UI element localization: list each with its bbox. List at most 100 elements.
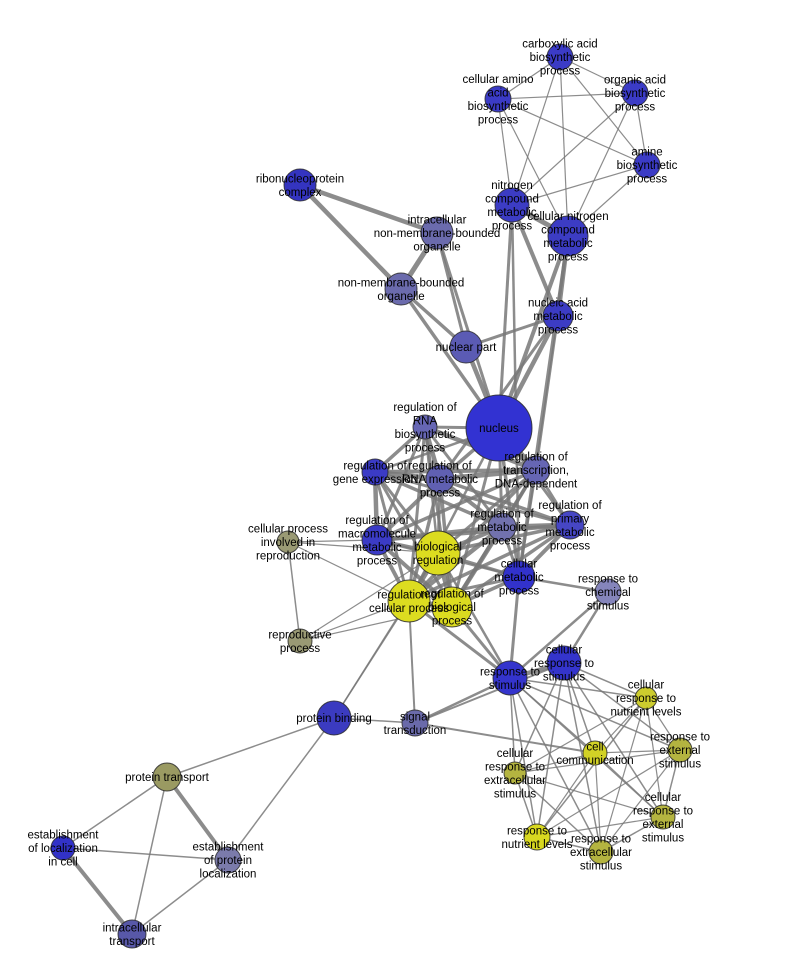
edge-regGeneExp-regPriMet[interactable]: [374, 470, 571, 527]
edge-ncMet-nucleus[interactable]: [497, 204, 514, 429]
edge-regPriMet-regCellProc[interactable]: [408, 523, 571, 603]
edge-cellComm-sigTrans[interactable]: [414, 722, 596, 754]
node-respNutr[interactable]: [523, 823, 551, 851]
node-cellMet[interactable]: [502, 560, 536, 594]
edge-regRnaMet-regPriMet[interactable]: [439, 477, 571, 527]
edge-ncMet-cellMet[interactable]: [510, 204, 521, 578]
node-cncMet[interactable]: [547, 215, 589, 257]
edge-bioReg-cellProcRepro[interactable]: [287, 541, 439, 554]
edge-naMet-regTxn[interactable]: [534, 315, 560, 471]
node-estProtLoc[interactable]: [214, 846, 242, 874]
edge-caBio-cncMet[interactable]: [559, 56, 569, 237]
edge-oaBio-cncMet[interactable]: [567, 92, 636, 237]
edge-regBioProc-reproProc[interactable]: [299, 606, 453, 642]
node-regPriMet[interactable]: [555, 510, 585, 540]
node-respChem[interactable]: [594, 578, 622, 606]
edge-protTrans-estProtLoc[interactable]: [165, 775, 230, 862]
edge-cellRespStim-respExtra[interactable]: [563, 662, 602, 853]
node-regMet[interactable]: [487, 512, 517, 542]
edge-cellRespExt-respNutr[interactable]: [536, 816, 664, 838]
node-respExt[interactable]: [667, 737, 693, 763]
edge-cellRespNutr-cellRespExt[interactable]: [645, 697, 664, 818]
node-naMet[interactable]: [542, 300, 574, 332]
edge-respChem-respStim[interactable]: [509, 591, 609, 679]
node-estLocCell[interactable]: [50, 835, 76, 861]
edge-bioReg-respStim[interactable]: [436, 552, 512, 679]
edge-regTxn-regCellProc[interactable]: [407, 468, 538, 603]
edge-respStim-cellRespNutr[interactable]: [509, 677, 647, 699]
node-bioReg[interactable]: [415, 530, 461, 576]
edge-cellRespNutr-respExtra[interactable]: [600, 697, 647, 853]
edge-inmbOrg-nucleus[interactable]: [435, 232, 501, 429]
node-caBio[interactable]: [546, 43, 574, 71]
edge-cellRespExtra-cellRespExt[interactable]: [514, 772, 664, 818]
edge-regTxn-regMacroMet[interactable]: [376, 468, 537, 542]
edge-cellProcRepro-reproProc[interactable]: [287, 541, 301, 642]
edge-cellComm-respExt[interactable]: [594, 749, 681, 754]
node-nuclearPart[interactable]: [449, 330, 483, 364]
node-regMacroMet[interactable]: [361, 524, 393, 556]
edge-cellRespExtra-cellComm[interactable]: [514, 752, 596, 774]
edge-respStim-sigTrans[interactable]: [414, 676, 511, 725]
node-cellComm[interactable]: [582, 740, 608, 766]
edge-caBio-ncMet[interactable]: [511, 56, 561, 206]
edge-estProtLoc-intraTrans[interactable]: [131, 859, 229, 935]
node-caaBio[interactable]: [484, 85, 512, 113]
edge-cellComm-respExtra[interactable]: [594, 752, 602, 853]
edge-caaBio-oaBio[interactable]: [497, 92, 636, 100]
node-nucleus[interactable]: [465, 394, 533, 462]
edge-rnpComplex-nmbOrg[interactable]: [298, 183, 403, 291]
node-cellRespExt[interactable]: [650, 804, 676, 830]
edge-cellRespStim-respExt[interactable]: [563, 662, 681, 751]
node-reproProc[interactable]: [287, 628, 313, 654]
edge-cellComm-respNutr[interactable]: [536, 752, 596, 838]
edge-cellComm-cellRespExt[interactable]: [594, 752, 664, 818]
node-cellProcRepro[interactable]: [276, 530, 300, 554]
edge-regCellProc-cellProcRepro[interactable]: [287, 541, 410, 602]
edge-regGeneExp-regMet[interactable]: [374, 470, 503, 529]
edge-bioReg-reproProc[interactable]: [299, 552, 439, 642]
edge-oaBio-ncMet[interactable]: [511, 92, 636, 206]
edge-respStim-respNutr[interactable]: [509, 677, 538, 838]
edge-respStim-respExt[interactable]: [509, 677, 681, 751]
node-amBio[interactable]: [633, 151, 661, 179]
node-regCellProc[interactable]: [387, 579, 431, 623]
edge-caaBio-amBio[interactable]: [497, 98, 648, 166]
edge-protBind-estProtLoc[interactable]: [227, 717, 335, 861]
edge-caBio-amBio[interactable]: [559, 56, 648, 166]
edge-cellRespNutr-respNutr[interactable]: [536, 697, 647, 838]
edge-ncMet-naMet[interactable]: [510, 204, 560, 317]
edge-caaBio-cncMet[interactable]: [497, 98, 569, 237]
node-intraTrans[interactable]: [117, 919, 147, 949]
node-ncMet[interactable]: [494, 187, 530, 223]
node-oaBio[interactable]: [621, 79, 649, 107]
node-regBioProc[interactable]: [431, 586, 473, 628]
node-regGeneExp[interactable]: [361, 458, 389, 486]
edge-protTrans-estLocCell[interactable]: [62, 776, 168, 849]
node-regRnaBio[interactable]: [412, 414, 438, 440]
node-regRnaMet[interactable]: [425, 464, 455, 494]
edge-respStim-respExtra[interactable]: [509, 677, 602, 853]
edge-cellRespStim-respNutr[interactable]: [536, 662, 565, 838]
edge-cellRespNutr-cellRespExtra[interactable]: [514, 697, 647, 774]
node-cellRespExtra[interactable]: [503, 761, 527, 785]
edge-caBio-oaBio[interactable]: [559, 56, 636, 94]
node-respExtra[interactable]: [588, 839, 614, 865]
edge-respExt-respExtra[interactable]: [600, 749, 681, 853]
edge-regCellProc-protBind[interactable]: [333, 600, 410, 719]
edge-respExt-respNutr[interactable]: [536, 749, 681, 838]
edge-regGeneExp-regBioProc[interactable]: [373, 471, 454, 608]
node-protTrans[interactable]: [152, 762, 182, 792]
node-regTxn[interactable]: [521, 455, 551, 485]
node-protBind[interactable]: [316, 700, 352, 736]
node-inmbOrg[interactable]: [420, 216, 454, 250]
node-nmbOrg[interactable]: [384, 272, 418, 306]
edge-rnpComplex-inmbOrg[interactable]: [299, 182, 438, 236]
edge-amBio-ncMet[interactable]: [511, 164, 648, 206]
node-cellRespStim[interactable]: [546, 645, 582, 681]
edge-caaBio-ncMet[interactable]: [497, 98, 513, 206]
edge-regTxn-regGeneExp[interactable]: [374, 468, 537, 474]
edge-estLocCell-estProtLoc[interactable]: [62, 847, 229, 861]
